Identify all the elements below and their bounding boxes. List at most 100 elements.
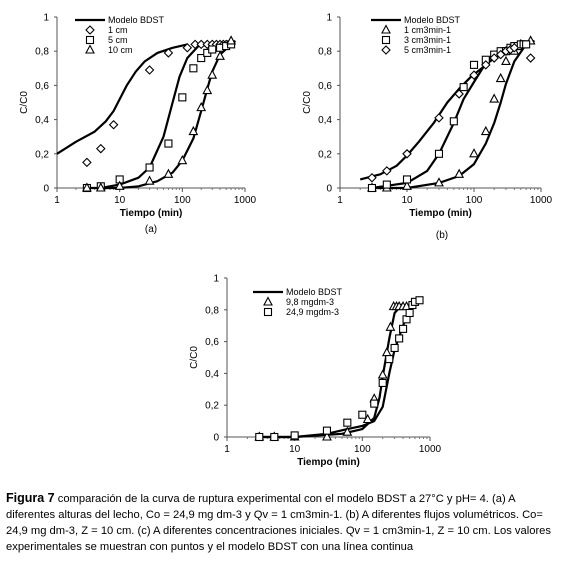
x-tick-label: 1000 (419, 444, 442, 455)
data-point-diamond (509, 43, 520, 53)
data-point-triangle (342, 426, 353, 436)
data-point-square (189, 64, 198, 73)
legend-label: 1 cm (108, 25, 128, 35)
data-point-triangle (402, 180, 412, 190)
legend-marker (381, 45, 391, 55)
data-point-diamond (434, 113, 444, 123)
data-point-square (145, 163, 154, 172)
model-curve (372, 39, 535, 190)
data-point-triangle (163, 168, 174, 178)
data-point-triangle (377, 369, 388, 379)
data-point-diamond (454, 89, 464, 99)
data-point-diamond (96, 143, 106, 154)
data-point-triangle (95, 182, 106, 192)
x-axis-title: Tiempo (min) (120, 208, 183, 219)
x-axis-title: Tiempo (min) (297, 457, 360, 468)
data-point-diamond (182, 43, 193, 53)
data-point-diamond (367, 172, 377, 183)
y-tick-label: 0,4 (35, 115, 49, 126)
data-point-square (415, 296, 424, 305)
data-point-triangle (114, 180, 125, 190)
legend-label: 5 cm (108, 35, 128, 45)
x-tick-label: 1 (224, 444, 230, 455)
data-point-diamond (82, 157, 92, 168)
data-point-square (390, 343, 399, 353)
data-point-square (164, 139, 173, 148)
legend-label: 24,9 mgdm-3 (286, 307, 339, 317)
x-tick-label: 1 (54, 195, 60, 206)
data-point-triangle (489, 93, 500, 103)
data-point-square (402, 175, 412, 184)
data-point-square (382, 180, 391, 189)
y-tick-label: 1 (213, 274, 219, 285)
chart-c: 0 0,2 0,4 0,6 0,8 1 1 10 100 1000 Tiempo (min) C/C0… (189, 274, 442, 469)
y-tick-label: 0,6 (205, 337, 219, 348)
legend-marker (263, 296, 273, 306)
data-point-triangle (207, 69, 218, 79)
x-tick-label: 1000 (234, 195, 257, 206)
data-point-diamond (108, 119, 119, 130)
data-point-square (522, 40, 531, 49)
chart-a: 0 0,2 0,4 0,6 0,8 1 1 10 100 1000 Tiempo (min) C/C0… (19, 13, 257, 236)
legend-label: 1 cm3min-1 (404, 25, 451, 35)
data-point-triangle (469, 148, 479, 158)
data-point-square (197, 53, 206, 63)
x-axis-title: Tiempo (min) (409, 208, 472, 219)
y-tick-label: 0,4 (205, 369, 219, 380)
data-point-square (270, 432, 279, 442)
legend-marker (85, 25, 95, 35)
data-point-diamond (402, 149, 412, 159)
data-point-square (395, 334, 404, 343)
data-point-square (459, 83, 468, 92)
legend-marker (85, 44, 95, 54)
y-tick-label: 0,6 (318, 81, 332, 92)
data-point-triangle (196, 101, 207, 112)
legend-label: 5 cm3min-1 (404, 45, 451, 55)
y-tick-label: 0,2 (205, 401, 219, 412)
data-point-square (399, 324, 408, 333)
panel-label: (b) (436, 230, 448, 241)
model-curve (56, 43, 188, 155)
model-curve (259, 302, 404, 439)
legend-marker (263, 307, 273, 317)
data-point-square (208, 45, 217, 54)
data-point-triangle (385, 321, 396, 331)
legend-label: Modelo BDST (108, 15, 165, 25)
y-tick-label: 0,4 (318, 115, 332, 126)
legend-label: 3 cm3min-1 (404, 35, 451, 45)
data-point-triangle (454, 168, 465, 178)
y-tick-label: 0,2 (318, 149, 332, 160)
data-point-square (449, 117, 458, 126)
legend-label: Modelo BDST (286, 287, 343, 297)
caption-figure-label: Figura 7 (6, 491, 55, 505)
y-axis-title: C/C0 (302, 91, 313, 114)
y-tick-label: 0 (43, 184, 49, 195)
y-tick-label: 0,6 (35, 81, 49, 92)
x-tick-label: 1000 (530, 195, 553, 206)
data-point-triangle (381, 347, 392, 357)
data-point-square (322, 426, 332, 435)
data-point-triangle (226, 35, 237, 45)
data-point-triangle (322, 431, 332, 441)
data-point-triangle (495, 72, 506, 83)
panel-label: (a) (145, 224, 157, 235)
data-point-square (255, 432, 264, 442)
x-tick-label: 10 (401, 195, 413, 206)
y-tick-label: 0,2 (35, 149, 49, 160)
data-point-triangle (434, 177, 444, 187)
y-tick-label: 1 (326, 13, 332, 24)
data-point-square (385, 355, 394, 364)
data-point-square (358, 410, 367, 419)
data-point-diamond (382, 166, 392, 176)
data-point-diamond (144, 65, 155, 75)
data-point-triangle (144, 175, 155, 185)
model-curve (259, 299, 421, 439)
x-tick-label: 100 (466, 195, 483, 206)
data-point-triangle (81, 182, 92, 192)
legend-label: 9,8 mgdm-3 (286, 297, 334, 307)
legend-label: Modelo BDST (404, 15, 461, 25)
x-tick-label: 10 (289, 444, 301, 455)
